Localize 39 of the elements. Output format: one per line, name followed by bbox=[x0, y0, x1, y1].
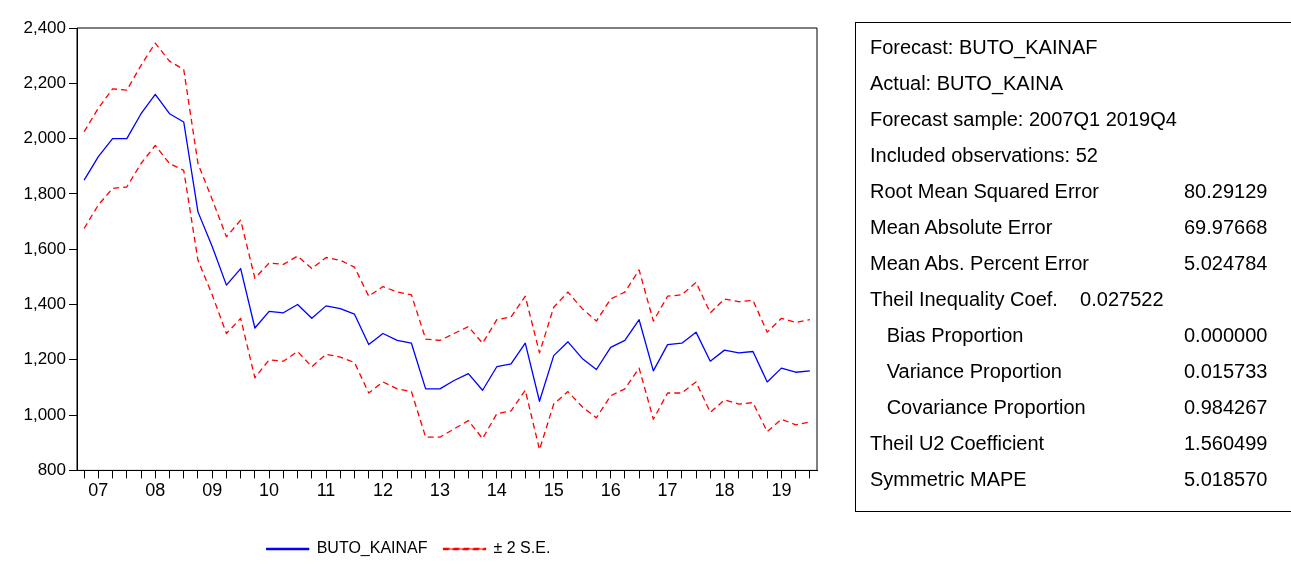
y-tick-label: 2,200 bbox=[23, 72, 66, 92]
y-tick-label: 2,000 bbox=[23, 128, 66, 148]
x-tick-label: 19 bbox=[771, 480, 792, 501]
text: Bias Proportion 0.000000 bbox=[886, 324, 1268, 346]
legend-label: ± 2 S.E. bbox=[493, 539, 551, 557]
y-tick-label: 1,800 bbox=[23, 183, 66, 203]
line-series bbox=[83, 144, 811, 451]
text: Mean Abs. Percent Error 5.024784 bbox=[870, 252, 1268, 274]
text: Theil Inequality Coef. 0.027522 bbox=[870, 287, 1165, 312]
text: Variance Proportion 0.015733 bbox=[886, 360, 1268, 382]
text: Theil U2 Coefficient 1.560499 bbox=[870, 432, 1268, 454]
text: Mean Absolute Error 69.97668 bbox=[870, 216, 1268, 238]
y-tick-label: 800 bbox=[37, 460, 66, 480]
x-tick-label: 11 bbox=[316, 480, 336, 501]
y-tick-label: 1,400 bbox=[23, 294, 66, 314]
y-tick-label: 1,200 bbox=[23, 349, 66, 369]
x-tick-label: 17 bbox=[657, 480, 678, 501]
line-series bbox=[83, 42, 811, 354]
y-tick-label: 1,600 bbox=[23, 238, 66, 258]
x-tick-label: 12 bbox=[372, 480, 393, 501]
text: Root Mean Squared Error 80.29129 bbox=[870, 180, 1268, 202]
x-tick-label: 09 bbox=[202, 480, 223, 501]
text: Actual: BUTO_KAINA bbox=[870, 71, 1065, 97]
x-tick-label: 16 bbox=[600, 480, 621, 501]
x-tick-label: 14 bbox=[486, 480, 507, 501]
x-tick-label: 08 bbox=[145, 480, 166, 501]
x-tick-label: 10 bbox=[259, 480, 280, 501]
y-tick-label: 2,400 bbox=[23, 17, 66, 37]
text: Forecast: BUTO_KAINAF bbox=[870, 35, 1099, 61]
text: Included observations: 52 bbox=[870, 143, 1099, 168]
x-tick-label: 07 bbox=[88, 480, 109, 501]
legend-label: BUTO_KAINAF bbox=[316, 539, 428, 558]
text: Covariance Proportion 0.984267 bbox=[886, 396, 1268, 418]
x-tick-label: 15 bbox=[543, 480, 564, 501]
text: Forecast sample: 2007Q1 2019Q4 bbox=[870, 107, 1178, 132]
x-tick-label: 13 bbox=[429, 480, 450, 501]
y-tick-label: 1,000 bbox=[23, 404, 66, 424]
text: Symmetric MAPE 5.018570 bbox=[870, 468, 1268, 490]
x-tick-label: 18 bbox=[714, 480, 735, 501]
